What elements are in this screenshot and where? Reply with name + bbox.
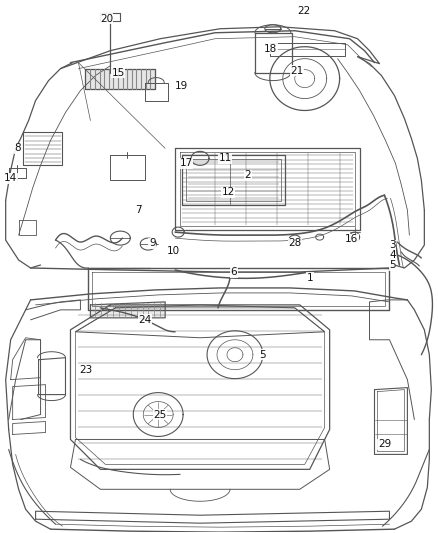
Text: 3: 3 bbox=[389, 240, 396, 250]
Text: 25: 25 bbox=[154, 409, 167, 419]
Text: 10: 10 bbox=[166, 246, 180, 256]
Polygon shape bbox=[90, 302, 165, 318]
Text: 29: 29 bbox=[378, 439, 391, 449]
Text: 28: 28 bbox=[288, 238, 301, 248]
Text: 24: 24 bbox=[138, 315, 152, 325]
Text: 21: 21 bbox=[290, 66, 304, 76]
Text: 22: 22 bbox=[297, 6, 311, 16]
Text: 19: 19 bbox=[174, 80, 188, 91]
Text: 4: 4 bbox=[389, 250, 396, 260]
Text: 8: 8 bbox=[14, 143, 21, 154]
Text: 15: 15 bbox=[112, 68, 125, 78]
Text: 23: 23 bbox=[79, 365, 92, 375]
Text: 11: 11 bbox=[219, 154, 232, 163]
Text: 6: 6 bbox=[231, 267, 237, 277]
Text: 20: 20 bbox=[100, 14, 113, 24]
Text: 14: 14 bbox=[4, 173, 17, 183]
Text: 9: 9 bbox=[149, 238, 155, 248]
Text: 7: 7 bbox=[135, 205, 141, 215]
Text: 16: 16 bbox=[345, 234, 358, 244]
Text: 17: 17 bbox=[180, 158, 193, 168]
Text: 1: 1 bbox=[307, 273, 313, 283]
Text: 2: 2 bbox=[244, 170, 251, 180]
Text: 12: 12 bbox=[221, 187, 235, 197]
Text: 5: 5 bbox=[389, 260, 396, 270]
Text: 18: 18 bbox=[264, 44, 277, 54]
Text: 5: 5 bbox=[260, 350, 266, 360]
Polygon shape bbox=[85, 69, 155, 88]
